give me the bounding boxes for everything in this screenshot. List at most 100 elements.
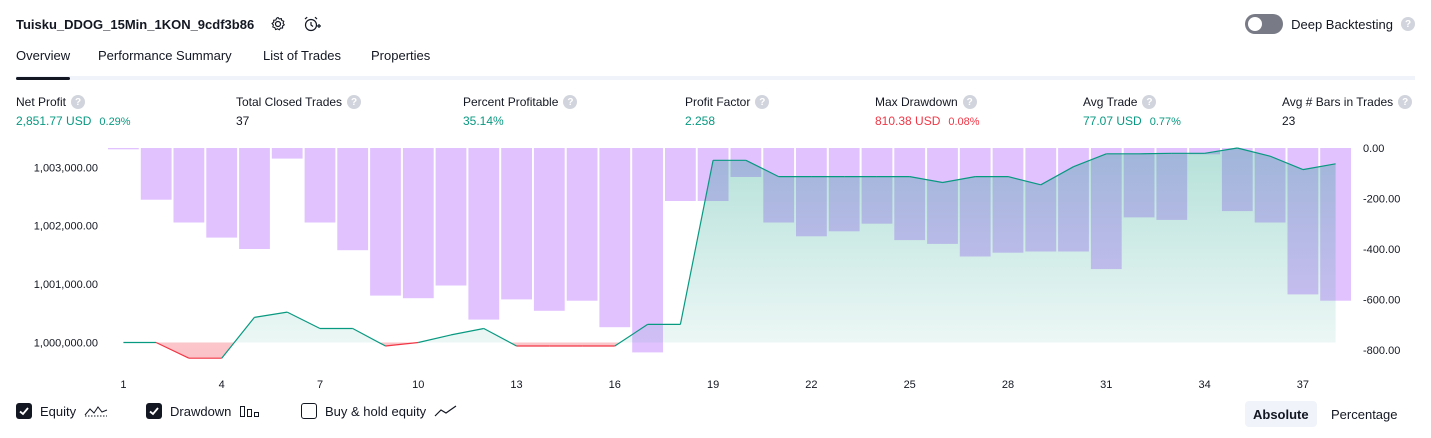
metric-value: 35.14% [463, 114, 504, 128]
help-icon[interactable]: ? [1142, 95, 1157, 109]
metric-net-profit: Net Profit? 2,851.77 USD 0.29% [16, 94, 131, 128]
right-axis: 0.00 -200.00 -400.00 -600.00 -800.00 [1363, 143, 1400, 357]
tab-overview[interactable]: Overview [16, 48, 71, 80]
equity-segment [679, 160, 714, 325]
help-icon[interactable]: ? [1401, 17, 1415, 31]
metric-total-closed-trades: Total Closed Trades? 37 [236, 94, 362, 128]
left-axis-label: 1,003,000.00 [34, 162, 98, 174]
metric-label: Total Closed Trades [236, 95, 343, 109]
equity-segment [614, 323, 648, 347]
metric-label: Profit Factor [685, 95, 751, 109]
strategy-header: Tuisku_DDOG_15Min_1KON_9cdf3b86 [16, 12, 322, 36]
help-icon[interactable]: ? [755, 95, 770, 109]
metric-label: Percent Profitable [463, 95, 559, 109]
drawdown-bar [468, 148, 500, 320]
drawdown-bar [599, 148, 631, 328]
equity-fill [123, 148, 1336, 359]
metric-avg-bars-in-trades: Avg # Bars in Trades? 23 [1282, 94, 1413, 128]
gear-icon[interactable] [268, 14, 288, 34]
x-axis-label: 10 [412, 379, 424, 390]
x-axis-label: 22 [805, 379, 817, 390]
legend-drawdown[interactable]: Drawdown [146, 403, 261, 419]
equity-checkbox[interactable] [16, 403, 32, 419]
tab-properties[interactable]: Properties [371, 48, 431, 63]
metric-profit-factor: Profit Factor? 2.258 [685, 94, 770, 128]
drawdown-bar [632, 148, 663, 353]
help-icon[interactable]: ? [71, 95, 86, 109]
drawdown-bar [435, 148, 467, 286]
tab-performance-summary[interactable]: Performance Summary [98, 48, 232, 63]
metric-value: 2.258 [685, 114, 716, 128]
metric-value: 37 [236, 114, 250, 128]
equity-segment [221, 317, 255, 359]
legend-buy-hold[interactable]: Buy & hold equity [301, 403, 458, 419]
percentage-toggle[interactable]: Percentage [1331, 406, 1398, 422]
metric-label: Net Profit [16, 95, 67, 109]
equity-segment [942, 176, 976, 184]
metric-percent: 0.08% [948, 116, 980, 128]
x-axis-label: 4 [219, 379, 225, 390]
drawdown-bar [173, 148, 205, 223]
left-axis-label: 1,000,000.00 [34, 338, 98, 350]
equity-segment [1073, 153, 1107, 168]
add-alarm-icon[interactable] [302, 14, 322, 34]
toggle-knob [1248, 17, 1263, 31]
absolute-toggle[interactable]: Absolute [1245, 401, 1317, 427]
metric-label: Max Drawdown [875, 95, 958, 109]
x-axis-label: 34 [1198, 379, 1210, 390]
help-icon[interactable]: ? [1398, 95, 1413, 109]
help-icon[interactable]: ? [563, 95, 578, 109]
metric-avg-trade: Avg Trade? 77.07 USD 0.77% [1083, 94, 1181, 128]
metric-value: 23 [1282, 114, 1296, 128]
buy-hold-checkbox[interactable] [301, 403, 317, 419]
help-icon[interactable]: ? [962, 95, 977, 109]
drawdown-bar [239, 148, 270, 249]
metric-value: 77.07 USD [1083, 114, 1142, 128]
strategy-title: Tuisku_DDOG_15Min_1KON_9cdf3b86 [16, 16, 255, 32]
drawdown-bar [304, 148, 336, 223]
metric-label: Avg Trade [1083, 95, 1138, 109]
metric-percent: 0.77% [1149, 116, 1181, 128]
drawdown-bar [370, 148, 401, 296]
left-axis-label: 1,002,000.00 [34, 221, 98, 233]
equity-segment [745, 159, 779, 178]
drawdown-label: Drawdown [170, 403, 232, 419]
drawdown-bar [501, 148, 532, 300]
left-axis-label: 1,001,000.00 [34, 279, 98, 291]
drawdown-bar [206, 148, 238, 238]
drawdown-bar [337, 148, 369, 251]
equity-segment [385, 341, 419, 347]
x-axis-label: 16 [609, 379, 621, 390]
x-axis-label: 28 [1002, 379, 1014, 390]
x-axis-label: 1 [120, 379, 126, 390]
x-axis-label: 7 [317, 379, 323, 390]
x-axis-label: 37 [1297, 379, 1309, 390]
equity-segment [1040, 166, 1074, 186]
metric-value: 2,851.77 USD [16, 114, 92, 128]
equity-segment [1007, 176, 1041, 186]
equity-segment [155, 341, 190, 359]
right-axis-label: -200.00 [1363, 194, 1400, 206]
drawdown-bar [271, 148, 303, 159]
equity-drawdown-chart[interactable]: 1,000,000.00 1,001,000.00 1,002,000.00 1,00… [0, 140, 1431, 390]
equity-profit-area [123, 148, 1336, 343]
equity-segment [909, 176, 943, 184]
equity-line-icon [84, 406, 108, 417]
deep-backtesting-toggle[interactable] [1245, 14, 1284, 34]
drawdown-bar [108, 148, 139, 150]
x-axis-label: 19 [707, 379, 719, 390]
deep-backtesting-control: Deep Backtesting ? [1245, 12, 1415, 36]
help-icon[interactable]: ? [347, 95, 362, 109]
legend-equity[interactable]: Equity [16, 403, 108, 419]
buy-hold-label: Buy & hold equity [325, 403, 427, 419]
metric-percent: 0.29% [99, 116, 131, 128]
tab-list-of-trades[interactable]: List of Trades [263, 48, 342, 63]
equity-label: Equity [40, 403, 77, 419]
drawdown-bar [1189, 148, 1220, 155]
equity-segment [254, 311, 288, 318]
drawdown-checkbox[interactable] [146, 403, 162, 419]
equity-segment [1204, 147, 1238, 154]
metric-value: 810.38 USD [875, 114, 941, 128]
equity-segment [418, 334, 452, 344]
metric-label: Avg # Bars in Trades [1282, 95, 1394, 109]
